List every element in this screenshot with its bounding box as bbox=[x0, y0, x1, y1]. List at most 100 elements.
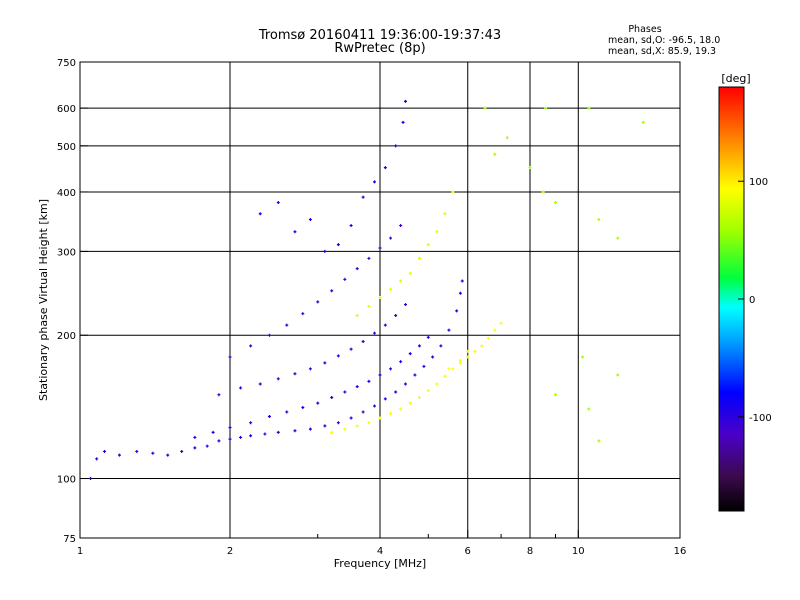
data-point bbox=[293, 230, 297, 234]
data-point bbox=[367, 256, 371, 260]
data-point bbox=[316, 401, 320, 405]
data-point bbox=[528, 166, 532, 170]
data-point bbox=[473, 349, 477, 353]
data-point bbox=[355, 267, 359, 271]
y-tick-label: 300 bbox=[57, 247, 76, 258]
data-point bbox=[263, 432, 267, 436]
plot-area: 1 2 4 6 8 10 16 75 100 200 300 400 500 600 750 bbox=[57, 58, 686, 557]
data-point bbox=[378, 373, 382, 377]
x-tick-label: 1 bbox=[77, 546, 83, 557]
x-tick-label: 4 bbox=[377, 546, 383, 557]
phase-colorbar: [deg] 100 0 -100 bbox=[718, 72, 772, 512]
data-point bbox=[389, 287, 393, 291]
colorbar-tick-label: -100 bbox=[749, 413, 772, 424]
data-point bbox=[389, 411, 393, 415]
data-point bbox=[361, 410, 365, 414]
data-point bbox=[95, 457, 99, 461]
data-point bbox=[447, 367, 451, 371]
data-point bbox=[616, 236, 620, 240]
data-point bbox=[451, 190, 455, 194]
data-point bbox=[422, 364, 426, 368]
data-point bbox=[417, 395, 421, 399]
data-point bbox=[641, 120, 645, 124]
data-point bbox=[349, 224, 353, 228]
data-point bbox=[330, 395, 334, 399]
chart-title-line1: Tromsø 20160411 19:36:00-19:37:43 bbox=[258, 28, 501, 43]
x-tick-label: 6 bbox=[465, 546, 471, 557]
data-point bbox=[361, 195, 365, 199]
data-point bbox=[267, 414, 271, 418]
phase-stats-x: mean, sd,X: 85.9, 19.3 bbox=[608, 46, 716, 57]
data-point bbox=[249, 434, 253, 438]
colorbar-tick-label: 0 bbox=[749, 295, 755, 306]
data-point bbox=[460, 279, 464, 283]
data-point bbox=[408, 271, 412, 275]
y-tick-label: 400 bbox=[57, 188, 76, 199]
phases-heading: Phases bbox=[628, 24, 661, 35]
chart-title-line2: RwPretec (8p) bbox=[334, 41, 425, 56]
phase-stats-o: mean, sd,O: -96.5, 18.0 bbox=[608, 35, 720, 46]
colorbar-ticks: 100 0 -100 bbox=[738, 177, 772, 424]
data-point bbox=[389, 367, 393, 371]
data-point bbox=[217, 439, 221, 443]
data-point bbox=[355, 424, 359, 428]
data-point bbox=[239, 435, 243, 439]
data-point bbox=[483, 106, 487, 110]
data-point bbox=[394, 144, 398, 148]
data-point bbox=[316, 300, 320, 304]
data-point bbox=[285, 410, 289, 414]
data-point bbox=[443, 212, 447, 216]
data-point bbox=[439, 344, 443, 348]
data-point bbox=[249, 344, 253, 348]
data-point bbox=[205, 444, 209, 448]
data-point bbox=[373, 404, 377, 408]
data-point bbox=[394, 390, 398, 394]
data-point bbox=[581, 355, 585, 359]
data-point bbox=[355, 385, 359, 389]
data-point bbox=[308, 218, 312, 222]
data-point bbox=[403, 99, 407, 103]
data-point bbox=[373, 331, 377, 335]
data-points bbox=[89, 99, 645, 481]
data-point bbox=[399, 360, 403, 364]
data-point bbox=[486, 336, 490, 340]
y-axis-label: Stationary phase Virtual Height [km] bbox=[37, 199, 50, 401]
data-point bbox=[399, 279, 403, 283]
data-point bbox=[228, 437, 232, 441]
data-point bbox=[361, 340, 365, 344]
data-point bbox=[193, 446, 197, 450]
data-point bbox=[426, 335, 430, 339]
data-point bbox=[276, 377, 280, 381]
data-point bbox=[541, 190, 545, 194]
data-point bbox=[343, 427, 347, 431]
data-point bbox=[151, 451, 155, 455]
y-tick-label: 200 bbox=[57, 331, 76, 342]
data-point bbox=[117, 453, 121, 457]
data-point bbox=[383, 323, 387, 327]
data-point bbox=[587, 407, 591, 411]
y-tick-label: 100 bbox=[57, 475, 76, 486]
data-point bbox=[239, 386, 243, 390]
x-tick-label: 10 bbox=[572, 546, 585, 557]
data-point bbox=[417, 256, 421, 260]
data-point bbox=[499, 321, 503, 325]
data-point bbox=[228, 425, 232, 429]
data-point bbox=[597, 218, 601, 222]
data-point bbox=[378, 296, 382, 300]
data-point bbox=[505, 136, 509, 140]
data-point bbox=[336, 354, 340, 358]
data-point bbox=[383, 397, 387, 401]
data-point bbox=[408, 352, 412, 356]
y-tick-label: 600 bbox=[57, 104, 76, 115]
data-point bbox=[378, 246, 382, 250]
data-point bbox=[435, 230, 439, 234]
y-axis-ticks: 75 100 200 300 400 500 600 750 bbox=[57, 58, 88, 545]
data-point bbox=[426, 389, 430, 393]
data-point bbox=[336, 421, 340, 425]
data-point bbox=[447, 328, 451, 332]
data-point bbox=[597, 439, 601, 443]
data-point bbox=[413, 373, 417, 377]
data-point bbox=[367, 304, 371, 308]
data-point bbox=[587, 106, 591, 110]
